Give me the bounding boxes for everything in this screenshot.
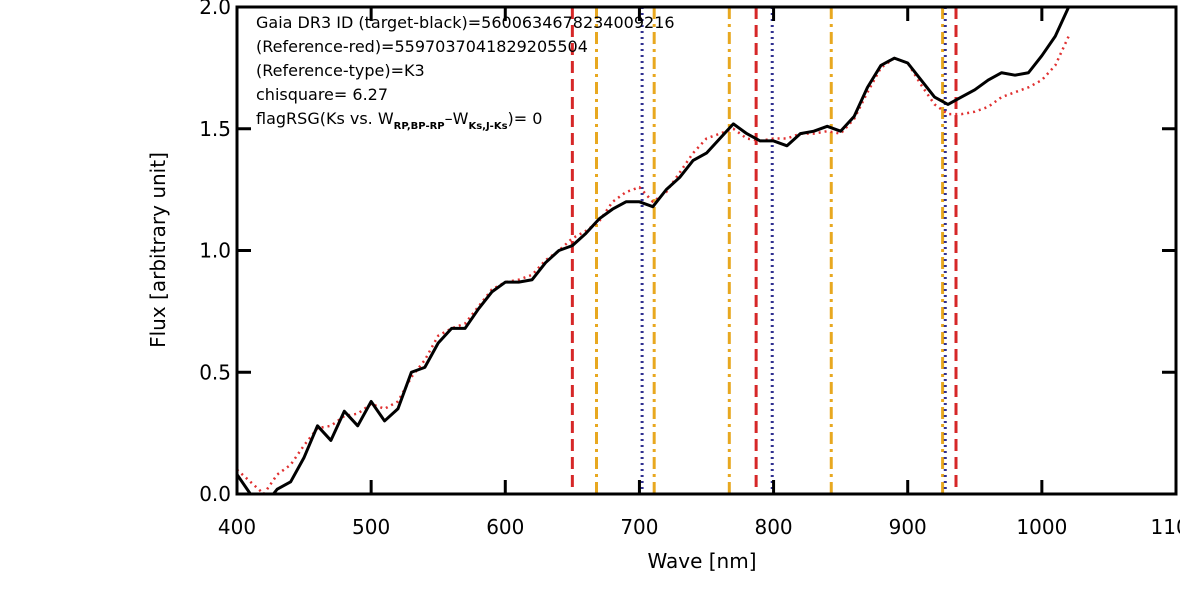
plot-frame — [235, 5, 1178, 496]
annotation-part: –W — [445, 109, 469, 128]
annotation: chisquare= 6.27 — [256, 85, 388, 104]
annotation-part: )= 0 — [508, 109, 543, 128]
x-tick-label: 900 — [889, 515, 927, 539]
annotation: (Reference-type)=K3 — [256, 61, 425, 80]
y-tick-label: 0.5 — [199, 360, 231, 384]
x-tick-label: 700 — [620, 515, 658, 539]
y-tick-label: 0.0 — [199, 482, 231, 506]
x-tick-label: 800 — [754, 515, 792, 539]
y-tick-label: 1.0 — [199, 239, 231, 263]
x-tick-label: 600 — [486, 515, 524, 539]
annotation-part: flagRSG(Ks vs. W — [256, 109, 394, 128]
spectrum-line — [237, 7, 1071, 494]
y-tick-label: 1.5 — [199, 117, 231, 141]
x-tick-label: 400 — [218, 515, 256, 539]
x-tick-label: 1000 — [1016, 515, 1067, 539]
y-tick-label: 2.0 — [199, 0, 231, 19]
plot-area — [237, 7, 1071, 494]
subscript: RP,BP-RP — [394, 121, 445, 132]
x-axis-label: Wave [nm] — [647, 549, 756, 573]
annotation: (Reference-red)=5597037041829205504 — [256, 37, 588, 56]
subscript: Ks,J-Ks — [468, 121, 507, 132]
x-tick-label: 500 — [352, 515, 390, 539]
x-tick-label: 1100 — [1151, 515, 1180, 539]
y-axis-label: Flux [arbitrary unit] — [146, 152, 170, 348]
annotation: Gaia DR3 ID (target-black)=5600634678234… — [256, 13, 675, 32]
flag-annotation: flagRSG(Ks vs. WRP,BP-RP–WKs,J-Ks)= 0 — [256, 109, 542, 132]
